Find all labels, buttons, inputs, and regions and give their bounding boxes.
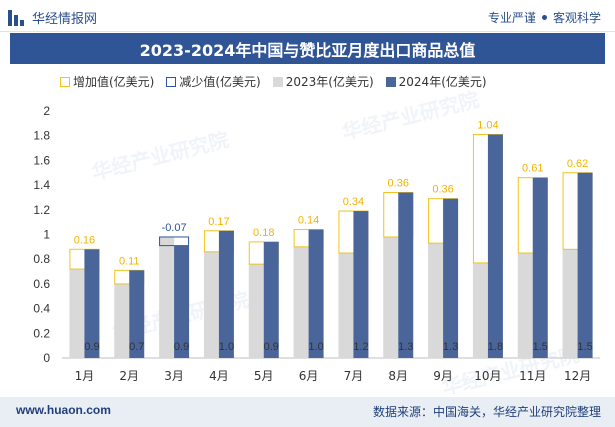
legend-item-decrease: 减少值(亿美元) [166,73,261,90]
bar-2023 [383,236,399,358]
increase-label: 0.62 [567,158,588,170]
x-tick-label: 3月 [164,369,184,383]
bar-2024 [487,134,503,358]
y-tick-label: 1.2 [33,203,50,217]
increase-label: 0.11 [119,255,140,267]
footer: www.huaon.com 数据来源：中国海关，华经产业研究院整理 [0,397,615,427]
bar-2024 [263,241,279,358]
bar-2024-value-label: 0.9 [264,341,279,353]
increase-label: 0.61 [522,163,543,175]
brand[interactable]: 华经情报网 [8,8,97,27]
bar-2023 [472,262,488,358]
bar-2024-value-label: 0.7 [129,341,144,353]
y-tick-label: 1 [43,228,50,242]
increase-label: 0.36 [388,178,409,190]
bar-2023 [293,246,309,358]
bar-2024 [308,229,324,358]
increase-label: 0.34 [343,196,364,208]
x-tick-label: 1月 [75,369,95,383]
legend-swatch-decrease [166,76,177,87]
increase-label: 0.16 [74,234,95,246]
bar-2023 [69,269,85,358]
increase-label: 0.36 [432,184,453,196]
y-tick-label: 2 [43,104,50,118]
increase-label: 0.14 [298,215,319,227]
bar-2024 [398,192,414,358]
y-tick-label: 0.8 [33,252,50,266]
footer-website-link[interactable]: www.huaon.com [16,403,111,417]
tagline: 专业严谨 客观科学 [488,9,601,26]
legend-item-2024: 2024年(亿美元) [385,73,487,90]
x-tick-label: 8月 [388,369,408,383]
top-bar: 华经情报网 专业严谨 客观科学 [0,0,615,32]
bar-2024-value-label: 1.0 [308,341,323,353]
x-tick-label: 4月 [209,369,229,383]
x-tick-label: 11月 [519,369,546,383]
chart-canvas: 0 0.2 0.4 0.6 0.8 1 1.2 1.4 1.6 1.8 2 0.16 0.9 1月 0.11… [33,104,600,383]
bar-2024-value-label: 1.5 [577,341,592,353]
x-tick-label: 9月 [433,369,453,383]
bar-2024-value-label: 1.3 [443,341,458,353]
bar-2024 [577,172,593,358]
legend-swatch-increase [60,76,70,87]
bar-2024 [218,230,234,358]
bar-2024-value-label: 1.2 [353,341,368,353]
brand-name: 华经情报网 [32,12,98,27]
bar-2024 [532,177,548,358]
x-tick-label: 6月 [299,369,319,383]
legend-item-increase: 增加值(亿美元) [60,73,154,90]
y-tick-label: 1.6 [33,153,50,167]
bar-2023 [428,243,444,358]
bar-2023 [114,283,130,358]
y-tick-label: 0.4 [33,302,50,316]
y-tick-label: 0.6 [33,277,50,291]
bar-2024-value-label: 1.5 [533,341,548,353]
bar-2024-value-label: 1.8 [488,341,503,353]
legend-swatch-2024 [385,76,396,87]
bar-2024 [174,245,190,358]
bar-2024 [84,249,100,358]
increase-label: 0.18 [253,227,274,239]
increase-label: 1.04 [477,119,498,131]
bar-2023 [248,264,264,358]
bar-2024 [443,198,459,358]
brand-logo-icon [8,9,26,26]
tagline-dot-icon [541,15,547,20]
y-tick-label: 1.8 [33,129,50,143]
bar-2023 [338,253,354,358]
y-tick-label: 0.2 [33,326,50,340]
bar-2024 [353,211,369,358]
legend-label-increase: 增加值(亿美元) [73,75,155,89]
bar-2024 [129,270,145,358]
x-tick-label: 5月 [254,369,274,383]
bar-2023 [562,249,578,358]
bar-2023 [517,253,533,358]
legend-swatch-2023 [272,76,283,87]
tagline-right: 客观科学 [552,11,601,25]
legend-item-2023: 2023年(亿美元) [272,73,374,90]
tagline-left: 专业严谨 [487,11,536,25]
x-tick-label: 10月 [474,369,501,383]
decrease-label: -0.07 [162,222,187,234]
y-tick-label: 1.4 [33,178,50,192]
legend-label-2023: 2023年(亿美元) [285,75,374,89]
x-tick-label: 2月 [119,369,139,383]
bar-2023 [203,251,219,358]
bar-2024-value-label: 1.0 [219,341,234,353]
bar-2024-value-label: 1.3 [398,341,413,353]
chart-title: 2023-2024年中国与赞比亚月度出口商品总值 [139,40,476,60]
footer-source: 数据来源：中国海关，华经产业研究院整理 [372,405,601,419]
x-tick-label: 7月 [344,369,364,383]
chart-legend: 增加值(亿美元) 减少值(亿美元) 2023年(亿美元) 2024年(亿美元) [60,73,499,90]
bar-2024-value-label: 0.9 [174,341,189,353]
bar-2024-value-label: 0.9 [84,341,99,353]
x-tick-label: 12月 [564,369,591,383]
title-bar: 2023-2024年中国与赞比亚月度出口商品总值 [10,33,605,64]
legend-label-decrease: 减少值(亿美元) [179,75,261,89]
bar-2023 [159,236,175,358]
increase-label: 0.17 [208,216,229,228]
y-tick-label: 0 [43,351,50,365]
legend-label-2024: 2024年(亿美元) [398,75,487,89]
